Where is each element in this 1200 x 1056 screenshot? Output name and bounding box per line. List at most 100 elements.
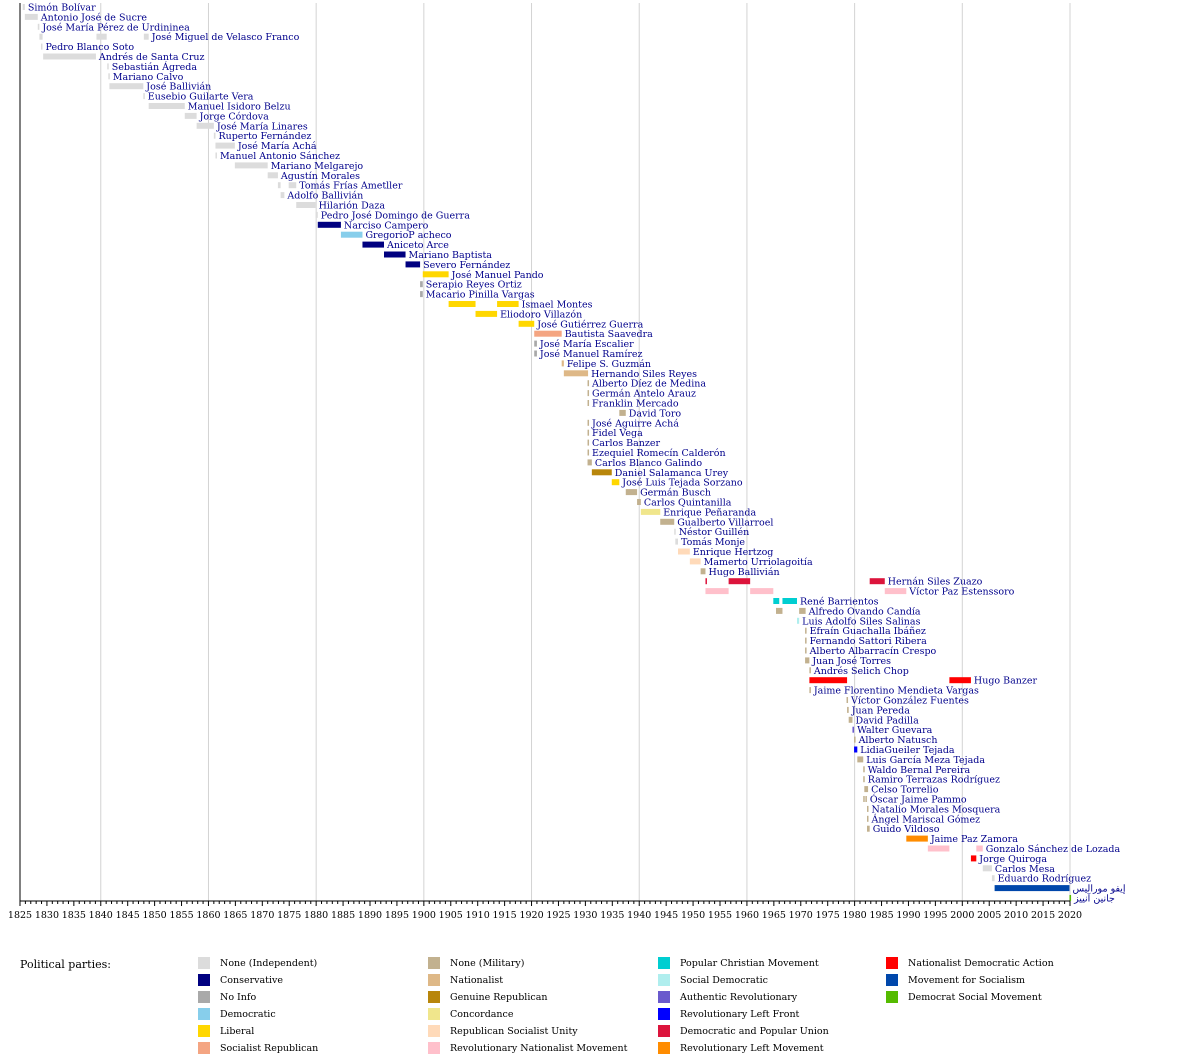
legend-item: Democratic and Popular Union — [658, 1023, 829, 1039]
legend-item: Conservative — [198, 972, 283, 988]
term-bar — [24, 13, 38, 20]
legend-label: Authentic Revolutionary — [680, 991, 798, 1003]
term-bar — [587, 390, 590, 397]
legend-item: Democratic — [198, 1006, 276, 1022]
tick-label: 1905 — [439, 910, 463, 921]
term-bar — [991, 875, 995, 882]
legend-item: Social Democratic — [658, 972, 768, 988]
tick-label: 1970 — [789, 910, 813, 921]
president-label: Fidel Vega — [592, 428, 643, 439]
term-bar — [805, 627, 807, 634]
legend-label: Revolutionary Left Movement — [680, 1042, 824, 1054]
term-bar — [848, 716, 853, 723]
legend-swatch — [198, 1025, 210, 1037]
legend: Political parties: None (Independent) Con… — [20, 955, 1180, 1054]
president-label: Mariano Calvo — [113, 72, 184, 83]
legend-item: Popular Christian Movement — [658, 955, 819, 971]
president-label: Pedro José Domingo de Guerra — [321, 210, 470, 221]
term-bar — [315, 211, 318, 218]
tick-label: 1840 — [89, 910, 113, 921]
legend-label: Concordance — [450, 1008, 514, 1020]
tick-label: 2005 — [977, 910, 1001, 921]
term-bar — [420, 281, 423, 288]
term-bar — [96, 33, 107, 40]
tick-label: 1900 — [412, 910, 436, 921]
tick-label: 1855 — [169, 910, 193, 921]
term-bar — [234, 162, 268, 169]
legend-item: Authentic Revolutionary — [658, 989, 797, 1005]
term-bar — [864, 786, 869, 793]
term-bar — [587, 429, 590, 436]
term-bar — [705, 578, 707, 585]
president-label: Jorge Córdova — [199, 111, 269, 122]
tick-label: 1845 — [116, 910, 140, 921]
term-bar — [317, 221, 341, 228]
tick-label: 1915 — [493, 910, 517, 921]
president-label: José María Pérez de Urdininea — [41, 22, 190, 33]
term-bar — [587, 439, 590, 446]
president-label: Andrés de Santa Cruz — [98, 52, 205, 63]
term-bar — [776, 607, 783, 614]
president-label: Alberto Díez de Medina — [591, 379, 706, 390]
term-bar — [846, 697, 849, 703]
president-label: Andrés Selich Chop — [813, 666, 909, 677]
president-label: José Luis Tejada Sorzano — [621, 478, 743, 489]
legend-label: Conservative — [220, 974, 284, 986]
term-bar — [1069, 895, 1072, 901]
tick-label: 1910 — [466, 910, 490, 921]
president-label: Macario Pinilla Vargas — [426, 290, 535, 301]
term-bar — [213, 132, 216, 139]
president-label: LidiaGueiler Tejada — [860, 745, 955, 756]
president-label: Enrique Hertzog — [693, 547, 774, 558]
term-bar — [39, 33, 43, 40]
term-bar — [863, 766, 865, 773]
legend-title: Political parties: — [20, 958, 111, 971]
tick-label: 1870 — [250, 910, 274, 921]
tick-label: 1955 — [708, 910, 732, 921]
legend-label: Nationalist Democratic Action — [908, 957, 1054, 969]
president-label: Simón Bolívar — [28, 3, 96, 14]
president-label: Narciso Campero — [344, 220, 429, 231]
tick-label: 1925 — [546, 910, 570, 921]
legend-item: Revolutionary Left Front — [658, 1006, 799, 1022]
president-label: Germán Busch — [640, 488, 711, 499]
term-bar — [534, 340, 537, 347]
term-bar — [805, 647, 807, 654]
president-label: Pedro Blanco Soto — [46, 42, 135, 53]
term-bar — [675, 538, 678, 545]
term-bar — [660, 518, 675, 525]
term-bar — [422, 271, 449, 278]
term-bar — [107, 63, 109, 70]
legend-item: None (Independent) — [198, 955, 317, 971]
legend-label: None (Military) — [450, 957, 525, 969]
term-bar — [782, 598, 797, 604]
term-bar — [773, 598, 780, 604]
tick-label: 1865 — [223, 910, 247, 921]
president-label: Enrique Peñaranda — [663, 507, 756, 518]
president-label: Jorge Quiroga — [978, 854, 1047, 865]
tick-label: 1890 — [358, 910, 382, 921]
president-label: Óscar Jaime Pammo — [870, 794, 967, 806]
legend-item: Nationalist — [428, 972, 503, 988]
president-label: José María Achá — [237, 141, 317, 152]
term-bar — [640, 508, 661, 515]
legend-swatch — [198, 974, 210, 986]
term-bar — [809, 677, 848, 684]
tick-label: 1945 — [654, 910, 678, 921]
term-bar — [196, 122, 214, 129]
president-label: Hernán Siles Zuazo — [888, 577, 983, 588]
president-label: Jaime Paz Zamora — [930, 834, 1018, 845]
tick-label: 1940 — [627, 910, 651, 921]
president-label: Gualberto Villarroel — [677, 517, 773, 528]
legend-label: Popular Christian Movement — [680, 957, 819, 969]
term-bar — [852, 726, 855, 733]
president-label: Manuel Isidoro Belzu — [188, 102, 291, 113]
tick-label: 1990 — [896, 910, 920, 921]
president-label: Ruperto Fernández — [218, 131, 311, 142]
legend-item: No Info — [198, 989, 256, 1005]
term-bar — [288, 182, 297, 189]
term-bar — [674, 528, 676, 535]
term-bar — [475, 310, 498, 317]
legend-item: Democrat Social Movement — [886, 989, 1042, 1005]
